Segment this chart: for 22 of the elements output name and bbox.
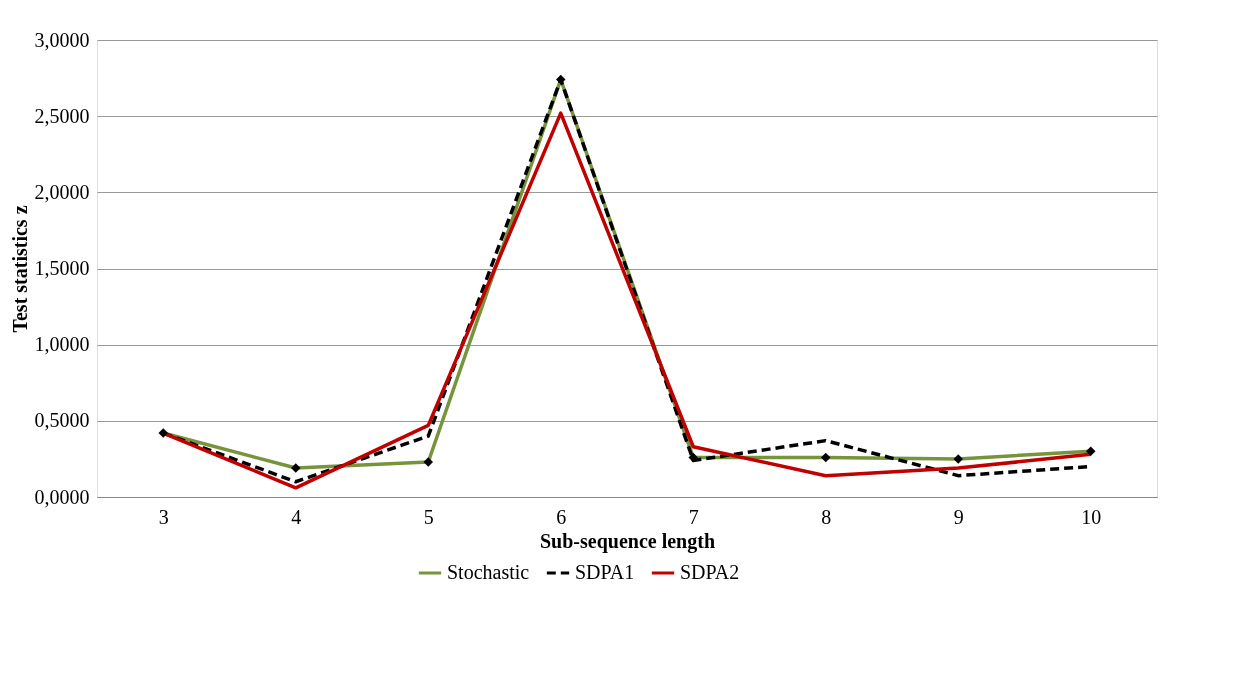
- x-tick-label: 6: [556, 505, 567, 528]
- x-tick-label: 4: [291, 505, 302, 528]
- x-tick-label: 5: [423, 505, 434, 528]
- x-tick-label: 3: [158, 505, 169, 528]
- point: [158, 428, 168, 438]
- y-tick-label: 2,5000: [34, 104, 90, 127]
- y-tick-label: 3,0000: [34, 28, 90, 51]
- x-tick-label: 7: [688, 505, 699, 528]
- y-tick-label: 0,0000: [34, 485, 90, 508]
- x-tick-label: 10: [1081, 505, 1102, 528]
- legend-label: SDPA2: [680, 561, 740, 583]
- y-tick-label: 2,0000: [34, 180, 90, 203]
- y-tick-label: 1,0000: [34, 333, 90, 356]
- y-tick-label: 0,5000: [34, 409, 90, 432]
- y-tick-label: 1,5000: [34, 257, 90, 279]
- x-axis-title: Sub-sequence length: [539, 529, 716, 553]
- x-tick-label: 9: [953, 505, 964, 528]
- y-axis-title: Test statistics z: [8, 205, 31, 333]
- x-tick-label: 8: [821, 505, 832, 528]
- legend-label: Stochastic: [447, 561, 530, 583]
- legend-label: SDPA1: [575, 561, 635, 583]
- point: [556, 74, 566, 85]
